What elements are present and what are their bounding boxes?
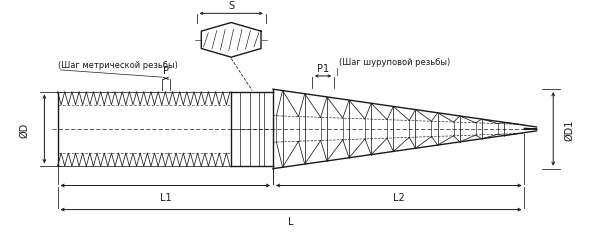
Text: P1: P1 [317,64,329,74]
Text: L2: L2 [393,192,404,202]
Text: S: S [228,1,234,11]
Text: P: P [163,66,169,76]
Text: ØD: ØD [20,122,29,137]
Text: L: L [288,216,294,226]
Text: (Шаг метрической резьбы): (Шаг метрической резьбы) [58,60,178,70]
Text: L1: L1 [160,192,171,202]
Text: ØD1: ØD1 [565,119,574,140]
Text: (Шаг шуруповой резьбы): (Шаг шуруповой резьбы) [339,58,450,67]
